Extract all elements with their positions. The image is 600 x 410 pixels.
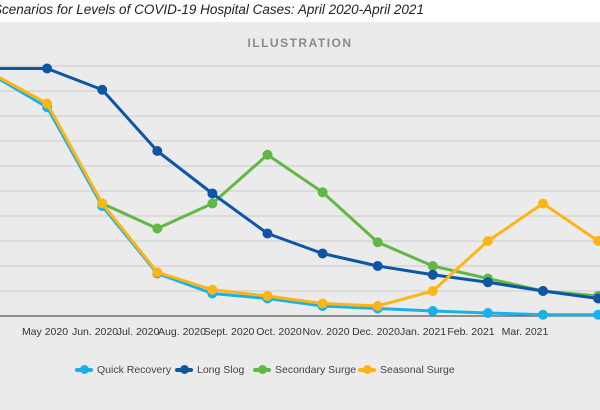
- series-line-long-slog: [0, 67, 599, 300]
- data-point: [538, 309, 548, 320]
- x-tick-label: Apr. 2020: [0, 326, 1, 338]
- data-point: [317, 187, 328, 198]
- data-point: [152, 267, 163, 278]
- x-tick-label: Jul. 2020: [117, 326, 160, 338]
- data-point: [262, 291, 273, 301]
- data-point: [427, 306, 438, 316]
- data-point: [262, 149, 273, 160]
- x-tick-label: Mar. 2021: [502, 326, 549, 338]
- data-point: [207, 284, 218, 295]
- data-point: [427, 269, 438, 280]
- x-tick-label: Jan. 2021: [400, 326, 446, 338]
- data-point: [207, 188, 218, 199]
- x-tick-label: May 2020: [22, 326, 68, 338]
- legend-item[interactable]: Seasonal Surge: [358, 364, 455, 376]
- data-point: [262, 228, 273, 239]
- legend-item[interactable]: Secondary Surge: [253, 364, 356, 376]
- x-tick-label: Dec. 2020: [352, 326, 400, 338]
- x-tick-label: Sept. 2020: [204, 326, 255, 338]
- x-tick-label: Aug. 2020: [158, 326, 206, 338]
- data-point: [538, 286, 548, 296]
- legend-marker-icon: [175, 365, 193, 374]
- data-point: [97, 198, 108, 209]
- chart-subtitle: ILLUSTRATION: [247, 36, 353, 50]
- legend-marker-icon: [253, 365, 271, 374]
- data-point: [482, 308, 493, 318]
- data-point: [593, 236, 600, 246]
- legend-label: Long Slog: [197, 364, 245, 376]
- data-point: [317, 248, 328, 259]
- data-point: [482, 277, 493, 288]
- data-point: [207, 198, 218, 209]
- series-line-seasonal-surge: [0, 76, 599, 308]
- data-point: [97, 84, 108, 95]
- data-point: [593, 309, 600, 320]
- data-point: [427, 286, 438, 296]
- x-tick-label: Oct. 2020: [256, 326, 302, 338]
- data-point: [482, 236, 493, 246]
- legend-item[interactable]: Long Slog: [175, 364, 244, 376]
- legend: Quick Recovery Long Slog Secondary Surge Se…: [0, 364, 600, 382]
- data-point: [427, 261, 438, 271]
- legend-label: Seasonal Surge: [380, 364, 455, 376]
- data-point: [538, 198, 548, 209]
- legend-marker-icon: [75, 365, 93, 374]
- data-point: [317, 298, 328, 309]
- data-point: [593, 293, 600, 304]
- legend-marker-icon: [358, 365, 376, 374]
- data-point: [372, 261, 383, 271]
- chart-title: Scenarios for Levels of COVID-19 Hospita…: [0, 2, 424, 17]
- legend-item[interactable]: Quick Recovery: [75, 364, 171, 376]
- series-line-secondary-surge: [101, 153, 599, 298]
- data-point: [372, 301, 383, 311]
- data-point: [152, 223, 163, 234]
- x-tick-label: Jun. 2020: [72, 326, 118, 338]
- data-point: [372, 237, 383, 248]
- x-tick-label: Nov. 2020: [302, 326, 349, 338]
- legend-label: Quick Recovery: [97, 364, 172, 376]
- data-point: [42, 98, 53, 109]
- legend-label: Secondary Surge: [275, 364, 357, 376]
- data-point: [42, 63, 53, 74]
- series-line-quick-recovery: [0, 77, 599, 317]
- data-point: [152, 146, 163, 156]
- x-tick-label: Feb. 2021: [447, 326, 494, 338]
